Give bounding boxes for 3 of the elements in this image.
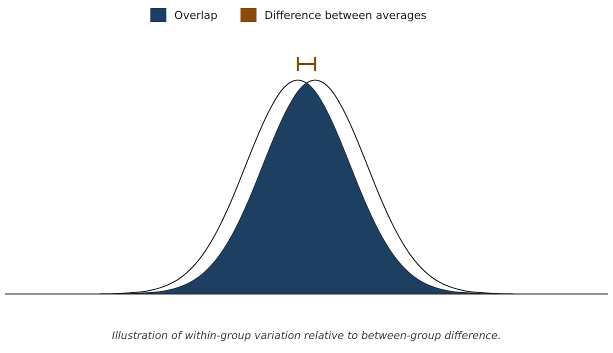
legend-label: Difference between averages	[264, 9, 427, 22]
legend-label: Overlap	[174, 9, 218, 22]
text: Illustration of within-group variation relative to between-group difference.	[112, 330, 502, 342]
